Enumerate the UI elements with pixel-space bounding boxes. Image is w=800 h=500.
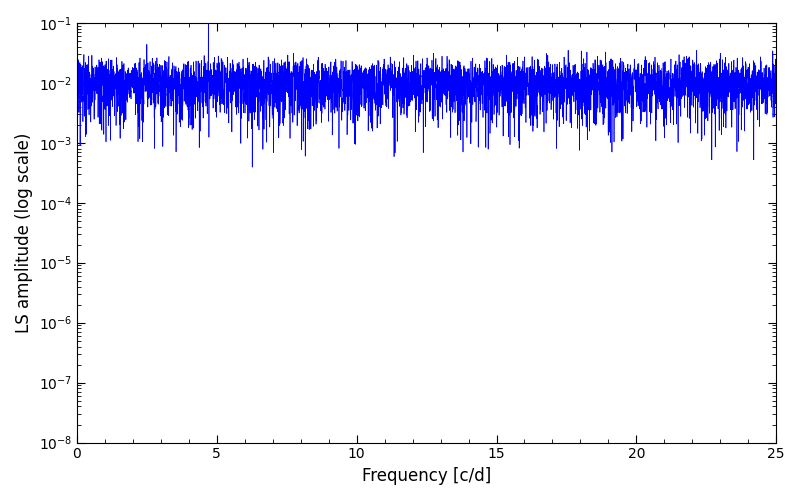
Y-axis label: LS amplitude (log scale): LS amplitude (log scale) bbox=[15, 132, 33, 333]
X-axis label: Frequency [c/d]: Frequency [c/d] bbox=[362, 467, 491, 485]
